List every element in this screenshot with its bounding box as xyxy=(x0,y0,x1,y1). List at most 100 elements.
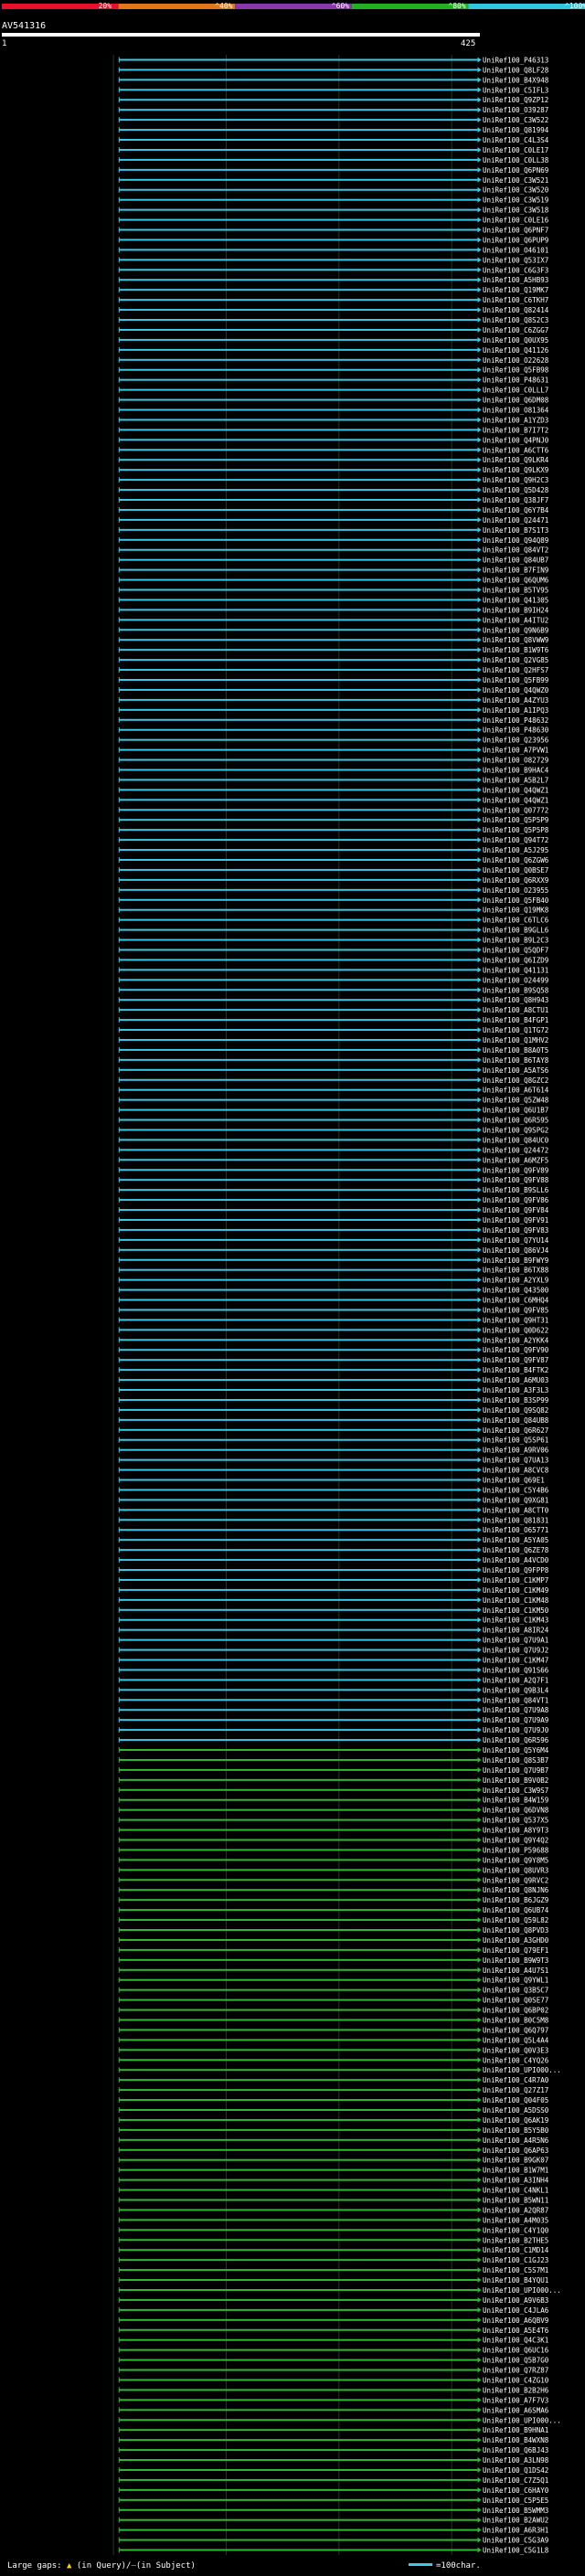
hit-label[interactable]: UniRef100_B7I7T2 xyxy=(483,426,548,434)
hit-label[interactable]: UniRef100_C0LL38 xyxy=(483,156,549,164)
hit-label[interactable]: UniRef100_Q6DVN8 xyxy=(483,1807,549,1815)
hit-label[interactable]: UniRef100_C4YQ26 xyxy=(483,2056,549,2064)
hit-label[interactable]: UniRef100_A3F3L3 xyxy=(483,1386,548,1394)
hit-label[interactable]: UniRef100_C6G3F3 xyxy=(483,266,548,274)
hit-label[interactable]: UniRef100_B7FIN9 xyxy=(483,567,548,575)
hit-label[interactable]: UniRef100_Q9ZP12 xyxy=(483,96,548,104)
hit-label[interactable]: UniRef100_C6TLC6 xyxy=(483,917,549,925)
hit-label[interactable]: UniRef100_Q537X5 xyxy=(483,1817,548,1825)
hit-label[interactable]: UniRef100_B2B2H6 xyxy=(483,2386,549,2394)
hit-label[interactable]: UniRef100_C4ZG10 xyxy=(483,2376,549,2384)
hit-label[interactable]: UniRef100_B3SP99 xyxy=(483,1396,548,1405)
hit-label[interactable]: UniRef100_B9W9T3 xyxy=(483,1956,548,1965)
hit-label[interactable]: UniRef100_UPI000... xyxy=(483,2066,561,2074)
hit-label[interactable]: UniRef100_Q1DS42 xyxy=(483,2466,548,2475)
hit-label[interactable]: UniRef100_Q69E1 xyxy=(483,1477,545,1485)
hit-label[interactable]: UniRef100_A4U7S1 xyxy=(483,1966,548,1975)
hit-label[interactable]: UniRef100_Q9LKR4 xyxy=(483,456,549,464)
hit-label[interactable]: UniRef100_Q6R596 xyxy=(483,1736,549,1744)
hit-label[interactable]: UniRef100_A8Y9T3 xyxy=(483,1827,548,1835)
hit-label[interactable]: UniRef100_C5G1L8 xyxy=(483,2547,549,2555)
hit-label[interactable]: UniRef100_Q4QWZ1 xyxy=(483,786,548,794)
hit-label[interactable]: UniRef100_A4M035 xyxy=(483,2216,548,2224)
hit-label[interactable]: UniRef100_A6T614 xyxy=(483,1087,549,1095)
hit-label[interactable]: UniRef100_A2YXL9 xyxy=(483,1277,548,1285)
hit-label[interactable]: UniRef100_Q84VT2 xyxy=(483,546,548,555)
hit-label[interactable]: UniRef100_C3W519 xyxy=(483,196,548,205)
hit-label[interactable]: UniRef100_Q9RVC2 xyxy=(483,1876,548,1884)
hit-label[interactable]: UniRef100_B6TAY8 xyxy=(483,1056,549,1065)
hit-label[interactable]: UniRef100_Q7U9A8 xyxy=(483,1706,549,1714)
hit-label[interactable]: UniRef100_A9RV06 xyxy=(483,1447,549,1455)
hit-label[interactable]: UniRef100_Q9N6B9 xyxy=(483,626,548,634)
hit-label[interactable]: UniRef100_B5Y5B0 xyxy=(483,2126,549,2135)
hit-label[interactable]: UniRef100_Q2HFS7 xyxy=(483,666,548,674)
hit-label[interactable]: UniRef100_Q6PN69 xyxy=(483,166,548,175)
hit-label[interactable]: UniRef100_Q8PVD3 xyxy=(483,1926,548,1935)
hit-label[interactable]: UniRef100_C4L3S4 xyxy=(483,136,549,144)
hit-label[interactable]: UniRef100_C0LLL7 xyxy=(483,387,548,395)
hit-label[interactable]: UniRef100_Q5QDF7 xyxy=(483,946,548,954)
hit-label[interactable]: UniRef100_Q59L82 xyxy=(483,1916,548,1924)
hit-label[interactable]: UniRef100_Q9H2C3 xyxy=(483,476,548,484)
hit-label[interactable]: UniRef100_Q23956 xyxy=(483,737,549,745)
hit-label[interactable]: UniRef100_O81364 xyxy=(483,407,549,415)
hit-label[interactable]: UniRef100_C6TKH7 xyxy=(483,296,548,304)
hit-label[interactable]: UniRef100_Q81831 xyxy=(483,1516,548,1524)
hit-label[interactable]: UniRef100_B9HAC4 xyxy=(483,766,549,774)
hit-label[interactable]: UniRef100_A8CTU1 xyxy=(483,1006,548,1014)
hit-label[interactable]: UniRef100_A5ATS6 xyxy=(483,1066,549,1075)
hit-label[interactable]: UniRef100_C0LE16 xyxy=(483,217,549,225)
hit-label[interactable]: UniRef100_Q6PNF7 xyxy=(483,227,548,235)
hit-label[interactable]: UniRef100_B0C5M8 xyxy=(483,2016,549,2024)
hit-label[interactable]: UniRef100_A5E4T6 xyxy=(483,2327,549,2335)
hit-label[interactable]: UniRef100_Q82414 xyxy=(483,306,549,314)
hit-label[interactable]: UniRef100_Q7UA13 xyxy=(483,1457,548,1465)
hit-label[interactable]: UniRef100_Q6Q797 xyxy=(483,2026,548,2034)
hit-label[interactable]: UniRef100_A5J295 xyxy=(483,846,548,854)
hit-label[interactable]: UniRef100_Q41131 xyxy=(483,966,548,974)
hit-label[interactable]: UniRef100_C0LE17 xyxy=(483,146,548,154)
hit-label[interactable]: UniRef100_Q6ZE78 xyxy=(483,1546,549,1554)
hit-label[interactable]: UniRef100_O22628 xyxy=(483,356,549,365)
hit-label[interactable]: UniRef100_C5Y4B6 xyxy=(483,1486,549,1494)
hit-label[interactable]: UniRef100_Q6PUP9 xyxy=(483,236,548,244)
hit-label[interactable]: UniRef100_Q2VG85 xyxy=(483,656,548,664)
hit-label[interactable]: UniRef100_Q9Y4Q2 xyxy=(483,1837,548,1845)
hit-label[interactable]: UniRef100_C5P5E5 xyxy=(483,2496,548,2505)
hit-label[interactable]: UniRef100_C1GJ23 xyxy=(483,2256,548,2264)
hit-label[interactable]: UniRef100_A3INH4 xyxy=(483,2177,549,2185)
hit-label[interactable]: UniRef100_Q53IX7 xyxy=(483,256,548,264)
hit-label[interactable]: UniRef100_Q8NJN6 xyxy=(483,1886,549,1894)
hit-label[interactable]: UniRef100_B9FWY9 xyxy=(483,1256,548,1265)
hit-label[interactable]: UniRef100_C1KM47 xyxy=(483,1657,548,1665)
hit-label[interactable]: UniRef100_A9V6B3 xyxy=(483,2296,548,2305)
hit-label[interactable]: UniRef100_C5G3A9 xyxy=(483,2537,548,2545)
hit-label[interactable]: UniRef100_A2QR87 xyxy=(483,2206,548,2214)
hit-label[interactable]: UniRef100_C7Z5Q1 xyxy=(483,2476,548,2485)
hit-label[interactable]: UniRef100_Q91S66 xyxy=(483,1666,549,1674)
hit-label[interactable]: UniRef100_Q4C3K1 xyxy=(483,2337,548,2345)
hit-label[interactable]: UniRef100_Q0V3E3 xyxy=(483,2046,548,2054)
hit-label[interactable]: UniRef100_B9V0B2 xyxy=(483,1776,548,1785)
hit-label[interactable]: UniRef100_O46101 xyxy=(483,246,548,254)
hit-label[interactable]: UniRef100_Q5FB40 xyxy=(483,896,549,905)
hit-label[interactable]: UniRef100_Q9FPP8 xyxy=(483,1566,549,1574)
hit-label[interactable]: UniRef100_B4FGP1 xyxy=(483,1016,548,1024)
hit-label[interactable]: UniRef100_Q7U9B7 xyxy=(483,1766,548,1775)
hit-label[interactable]: UniRef100_B4W159 xyxy=(483,1797,548,1805)
hit-label[interactable]: UniRef100_C3W520 xyxy=(483,186,549,195)
hit-label[interactable]: UniRef100_Q6QUM6 xyxy=(483,577,549,585)
hit-label[interactable]: UniRef100_C1KM43 xyxy=(483,1617,548,1625)
hit-label[interactable]: UniRef100_Q5FB99 xyxy=(483,676,548,684)
hit-label[interactable]: UniRef100_C3W9S7 xyxy=(483,1786,548,1795)
hit-label[interactable]: UniRef100_C6ZGG7 xyxy=(483,326,548,334)
hit-label[interactable]: UniRef100_Q8H943 xyxy=(483,996,548,1004)
hit-label[interactable]: UniRef100_Q7U9A9 xyxy=(483,1716,548,1724)
hit-label[interactable]: UniRef100_Q6IZD9 xyxy=(483,956,548,964)
hit-label[interactable]: UniRef100_Q6BJ43 xyxy=(483,2446,548,2454)
hit-label[interactable]: UniRef100_Q9FV88 xyxy=(483,1176,549,1184)
hit-label[interactable]: UniRef100_A4ITU2 xyxy=(483,616,548,624)
hit-label[interactable]: UniRef100_Q5FB98 xyxy=(483,366,549,375)
hit-label[interactable]: UniRef100_B4FTK2 xyxy=(483,1366,548,1374)
